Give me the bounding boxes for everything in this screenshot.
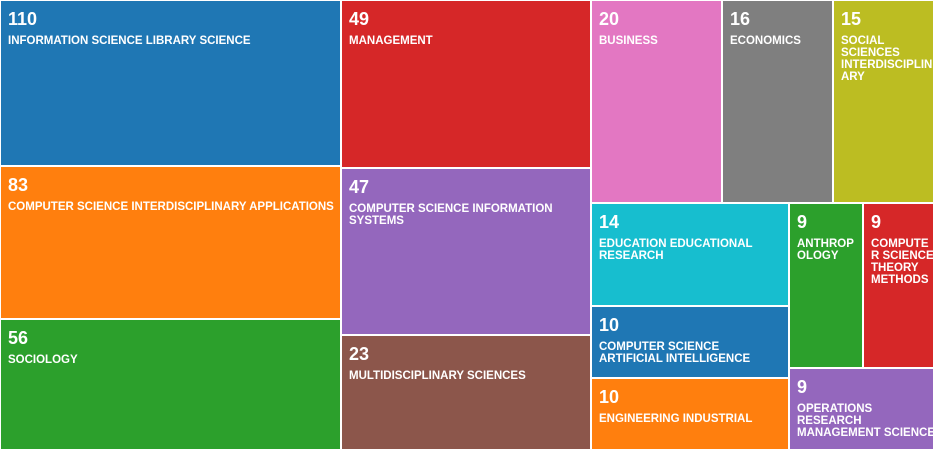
cell-label: INFORMATION SCIENCE LIBRARY SCIENCE xyxy=(8,35,251,47)
treemap-cell[interactable]: 9 OPERATIONS RESEARCH MANAGEMENT SCIENCE xyxy=(790,369,933,449)
treemap-cell[interactable]: 110 INFORMATION SCIENCE LIBRARY SCIENCE xyxy=(1,1,340,165)
treemap-cell[interactable]: 56 SOCIOLOGY xyxy=(1,320,340,449)
treemap-cell[interactable]: 83 COMPUTER SCIENCE INTERDISCIPLINARY APP… xyxy=(1,167,340,318)
cell-label: MULTIDISCIPLINARY SCIENCES xyxy=(349,370,526,382)
cell-value: 110 xyxy=(8,9,38,29)
treemap-cell[interactable]: 9 ANTHROPOLOGY xyxy=(790,204,862,367)
treemap-cell[interactable]: 49 MANAGEMENT xyxy=(342,1,590,167)
cell-label: EDUCATION EDUCATIONAL RESEARCH xyxy=(599,238,753,262)
cell-label: COMPUTER SCIENCE INTERDISCIPLINARY APPLI… xyxy=(8,201,334,213)
cell-label: SOCIOLOGY xyxy=(8,354,78,366)
treemap-cell[interactable]: 9 COMPUTER SCIENCE THEORY METHODS xyxy=(864,204,933,367)
cell-label: ECONOMICS xyxy=(730,35,801,47)
cell-value: 15 xyxy=(841,9,862,29)
cell-value: 83 xyxy=(8,175,29,195)
cell-value: 56 xyxy=(8,328,29,348)
treemap-cell[interactable]: 10 COMPUTER SCIENCE ARTIFICIAL INTELLIGEN… xyxy=(592,307,788,377)
cell-value: 20 xyxy=(599,9,620,29)
cell-value: 10 xyxy=(599,315,620,335)
treemap-cell[interactable]: 23 MULTIDISCIPLINARY SCIENCES xyxy=(342,336,590,449)
cell-value: 9 xyxy=(797,377,808,397)
cell-value: 47 xyxy=(349,177,370,197)
cell-value: 10 xyxy=(599,387,620,407)
cell-label: BUSINESS xyxy=(599,35,658,47)
treemap-cell[interactable]: 10 ENGINEERING INDUSTRIAL xyxy=(592,379,788,449)
treemap-cell[interactable]: 16 ECONOMICS xyxy=(723,1,832,202)
treemap-cell[interactable]: 47 COMPUTER SCIENCE INFORMATION SYSTEMS xyxy=(342,169,590,334)
cell-value: 16 xyxy=(730,9,751,29)
cell-value: 49 xyxy=(349,9,370,29)
cell-label: COMPUTER SCIENCE INFORMATION SYSTEMS xyxy=(349,203,553,227)
cell-value: 9 xyxy=(871,212,882,232)
cell-label: ANTHROPOLOGY xyxy=(797,238,854,262)
cell-value: 9 xyxy=(797,212,808,232)
cell-value: 14 xyxy=(599,212,620,232)
cell-label: ENGINEERING INDUSTRIAL xyxy=(599,413,753,425)
cell-label: COMPUTER SCIENCE ARTIFICIAL INTELLIGENCE xyxy=(599,341,751,365)
cell-label: OPERATIONS RESEARCH MANAGEMENT SCIENCE xyxy=(797,403,933,439)
cell-label: SOCIAL SCIENCES INTERDISCIPLINARY xyxy=(841,35,933,83)
treemap-cell[interactable]: 20 BUSINESS xyxy=(592,1,721,202)
cell-label: COMPUTER SCIENCE THEORY METHODS xyxy=(871,238,933,286)
treemap-cell[interactable]: 15 SOCIAL SCIENCES INTERDISCIPLINARY xyxy=(834,1,933,202)
treemap-cell[interactable]: 14 EDUCATION EDUCATIONAL RESEARCH xyxy=(592,204,788,305)
cell-label: MANAGEMENT xyxy=(349,35,433,47)
cell-value: 23 xyxy=(349,344,370,364)
